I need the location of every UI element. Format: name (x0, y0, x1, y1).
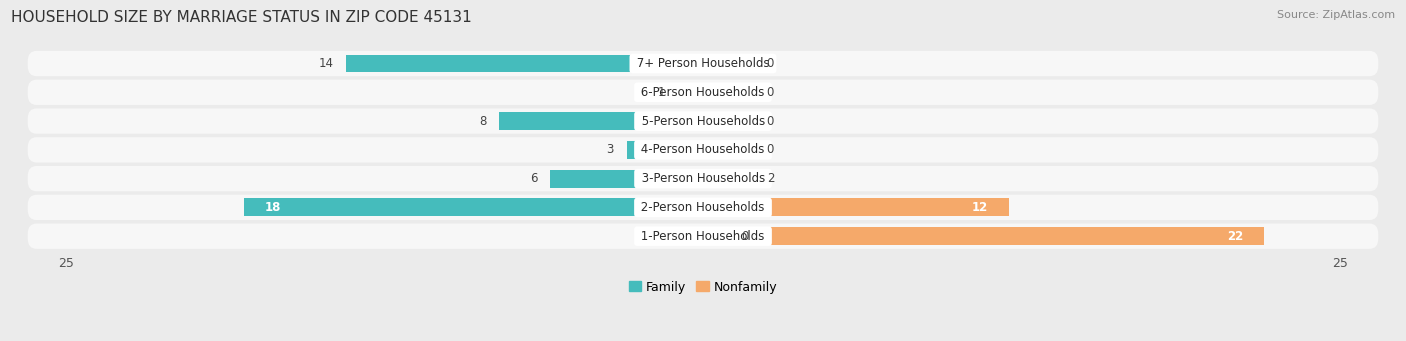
FancyBboxPatch shape (28, 137, 1378, 163)
Text: 3-Person Households: 3-Person Households (637, 172, 769, 185)
Text: 1: 1 (657, 86, 665, 99)
Text: Source: ZipAtlas.com: Source: ZipAtlas.com (1277, 10, 1395, 20)
Text: 0: 0 (766, 57, 775, 70)
FancyBboxPatch shape (28, 166, 1378, 191)
FancyBboxPatch shape (28, 223, 1378, 249)
Text: 0: 0 (766, 86, 775, 99)
Bar (627, 141, 703, 159)
FancyBboxPatch shape (28, 51, 1378, 76)
Text: 1-Person Households: 1-Person Households (637, 230, 769, 243)
Bar (703, 170, 754, 188)
Text: 0: 0 (766, 143, 775, 157)
Text: 2-Person Households: 2-Person Households (637, 201, 769, 214)
Bar (499, 112, 703, 130)
Bar (703, 198, 1008, 216)
Text: 8: 8 (479, 115, 486, 128)
Text: 12: 12 (972, 201, 988, 214)
Bar (703, 227, 1264, 245)
Text: 6: 6 (530, 172, 537, 185)
Bar (678, 84, 703, 101)
Text: 3: 3 (606, 143, 614, 157)
Bar (245, 198, 703, 216)
Text: 0: 0 (741, 230, 748, 243)
Text: 14: 14 (319, 57, 333, 70)
Text: 22: 22 (1227, 230, 1243, 243)
Text: 7+ Person Households: 7+ Person Households (633, 57, 773, 70)
Text: 4-Person Households: 4-Person Households (637, 143, 769, 157)
Bar (550, 170, 703, 188)
Text: 2: 2 (766, 172, 775, 185)
Text: 18: 18 (264, 201, 281, 214)
Text: 5-Person Households: 5-Person Households (637, 115, 769, 128)
Text: 6-Person Households: 6-Person Households (637, 86, 769, 99)
Text: 0: 0 (766, 115, 775, 128)
Text: HOUSEHOLD SIZE BY MARRIAGE STATUS IN ZIP CODE 45131: HOUSEHOLD SIZE BY MARRIAGE STATUS IN ZIP… (11, 10, 472, 25)
FancyBboxPatch shape (28, 108, 1378, 134)
Bar (346, 55, 703, 72)
FancyBboxPatch shape (28, 195, 1378, 220)
Legend: Family, Nonfamily: Family, Nonfamily (628, 281, 778, 294)
FancyBboxPatch shape (28, 80, 1378, 105)
